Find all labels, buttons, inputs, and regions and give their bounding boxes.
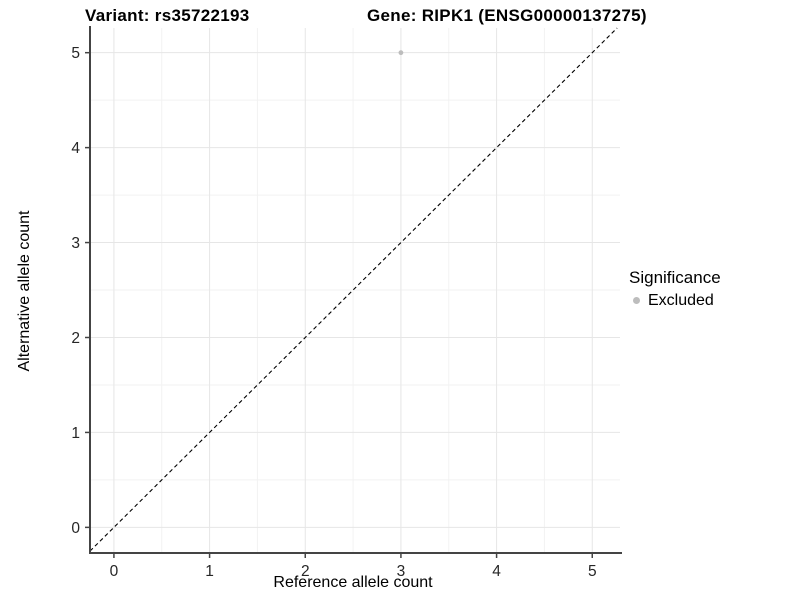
plot-title-variant: Variant: rs35722193 xyxy=(85,6,250,25)
x-tick-label: 5 xyxy=(588,563,597,580)
x-tick-label: 1 xyxy=(205,563,214,580)
y-tick-label: 0 xyxy=(71,520,80,537)
y-tick-label: 4 xyxy=(71,140,80,157)
x-axis-title: Reference allele count xyxy=(273,574,433,591)
x-tick-label: 0 xyxy=(110,563,119,580)
y-tick-label: 1 xyxy=(71,425,80,442)
y-tick-label: 3 xyxy=(71,235,80,252)
x-tick-label: 3 xyxy=(397,563,406,580)
legend-title: Significance xyxy=(629,268,721,287)
y-tick-label: 5 xyxy=(71,45,80,62)
x-tick-label: 2 xyxy=(301,563,310,580)
x-tick-label: 4 xyxy=(492,563,501,580)
legend-entry-excluded: Excluded xyxy=(629,291,721,310)
legend: Significance Excluded xyxy=(629,268,721,310)
data-point-excluded xyxy=(398,50,404,56)
y-axis-title: Alternative allele count xyxy=(16,210,33,372)
excluded-point-icon xyxy=(633,297,640,304)
plot-title-gene: Gene: RIPK1 (ENSG00000137275) xyxy=(367,6,647,25)
identity-dashed-line xyxy=(89,27,618,552)
legend-entry-label: Excluded xyxy=(648,292,714,309)
y-tick-label: 2 xyxy=(71,330,80,347)
